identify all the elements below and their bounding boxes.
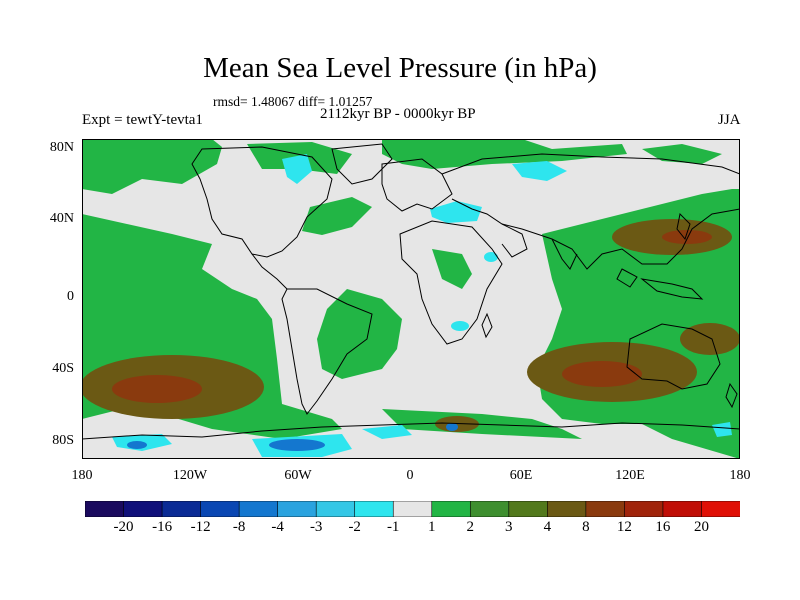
lon-label: 120E bbox=[615, 468, 645, 483]
period-label: 2112kyr BP - 0000kyr BP bbox=[320, 106, 476, 122]
colorbar-tick-label: -4 bbox=[271, 519, 284, 535]
colorbar-labels: -20 -16 -12 -8 -4 -3 -2 -1 1 2 3 4 8 12 16 20 bbox=[0, 519, 800, 539]
colorbar-swatch bbox=[238, 500, 279, 518]
season-label: JJA bbox=[718, 112, 741, 128]
colorbar-swatch bbox=[315, 500, 356, 518]
lat-label: 0 bbox=[67, 289, 74, 304]
lat-label: 40S bbox=[52, 361, 74, 376]
colorbar-swatch bbox=[469, 500, 510, 518]
colorbar-swatch bbox=[392, 500, 433, 518]
experiment-label: Expt = tewtY-tevta1 bbox=[82, 112, 203, 128]
colorbar-tick-label: 4 bbox=[543, 519, 552, 535]
lon-label: 120W bbox=[172, 468, 208, 483]
lat-label: 80S bbox=[52, 433, 74, 448]
colorbar-swatch bbox=[277, 500, 317, 518]
coastlines bbox=[82, 143, 740, 440]
colorbar-swatch bbox=[84, 500, 125, 518]
colorbar-tick-label: 12 bbox=[616, 519, 632, 535]
high-positive-anomaly-regions bbox=[112, 230, 712, 403]
colorbar-swatches bbox=[84, 500, 741, 518]
lon-label: 0 bbox=[406, 468, 414, 483]
colorbar-tick-label: 8 bbox=[582, 519, 590, 535]
colorbar-swatch bbox=[701, 500, 741, 518]
lon-label: 180 bbox=[71, 468, 93, 483]
colorbar-tick-label: -16 bbox=[152, 519, 173, 535]
lon-label: 60E bbox=[509, 468, 533, 483]
colorbar-tick-label: -3 bbox=[309, 519, 323, 535]
colorbar-tick-label: -8 bbox=[232, 519, 246, 535]
colorbar-swatch bbox=[662, 500, 703, 518]
colorbar-swatch bbox=[354, 500, 394, 518]
colorbar-swatch bbox=[547, 500, 587, 518]
colorbar-swatch bbox=[624, 500, 664, 518]
strong-negative-anomaly-regions bbox=[127, 423, 458, 451]
lat-label: 40N bbox=[49, 211, 74, 226]
colorbar-swatch bbox=[161, 500, 202, 518]
colorbar-swatch bbox=[200, 500, 240, 518]
stats-label: rmsd= 1.48067 diff= 1.01257 bbox=[213, 94, 373, 109]
colorbar-swatch bbox=[585, 500, 626, 518]
colorbar bbox=[84, 500, 741, 518]
lat-label: 80N bbox=[49, 140, 74, 155]
colorbar-tick-label: -1 bbox=[386, 519, 400, 535]
colorbar-swatch bbox=[508, 500, 548, 518]
lon-label: 180 bbox=[729, 468, 751, 483]
colorbar-tick-label: 20 bbox=[694, 519, 709, 535]
colorbar-tick-label: 16 bbox=[655, 519, 671, 535]
colorbar-tick-label: -12 bbox=[190, 519, 211, 535]
pressure-map bbox=[82, 139, 740, 459]
lon-label: 60W bbox=[284, 468, 312, 483]
map-panel bbox=[82, 139, 740, 459]
colorbar-tick-label: 1 bbox=[428, 519, 436, 535]
colorbar-tick-label: -20 bbox=[113, 519, 134, 535]
map-border bbox=[82, 139, 740, 459]
map-title: Mean Sea Level Pressure (in hPa) bbox=[203, 52, 597, 84]
colorbar-tick-label: 2 bbox=[466, 519, 475, 535]
colorbar-tick-label: -2 bbox=[348, 519, 361, 535]
colorbar-swatch bbox=[431, 500, 471, 518]
colorbar-tick-label: 3 bbox=[505, 519, 513, 535]
colorbar-swatch bbox=[123, 500, 163, 518]
